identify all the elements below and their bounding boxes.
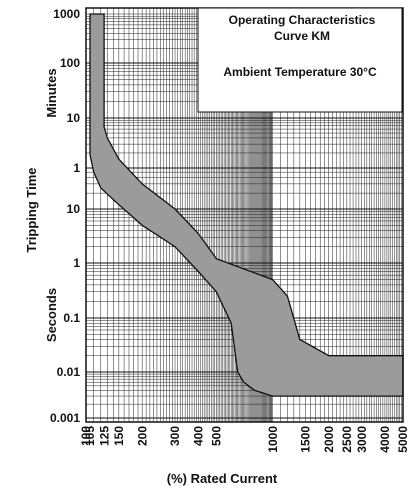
x-tick-label: 500: [210, 426, 224, 446]
x-axis-title: (%) Rated Current: [167, 471, 278, 486]
chart-title-line1: Operating Characteristics: [229, 13, 376, 27]
x-tick-label: 2500: [340, 426, 354, 453]
x-tick-label: 100: [79, 426, 93, 446]
y-tick-label-minutes: 100: [60, 56, 80, 70]
y-tick-label-minutes: 10: [67, 111, 81, 125]
chart-title-line2: Curve KM: [274, 29, 330, 43]
x-tick-label: 105: [83, 426, 97, 446]
x-tick-label: 300: [168, 426, 182, 446]
x-tick-label: 400: [191, 426, 205, 446]
y-unit-minutes: Minutes: [44, 68, 59, 117]
y-tick-label-seconds: 0.01: [57, 365, 81, 379]
legend-box: Operating Characteristics Curve KM Ambie…: [197, 7, 403, 113]
y-tick-label-minutes: 1: [73, 161, 80, 175]
y-tick-label-seconds: 0.1: [63, 311, 80, 325]
x-tick-label: 4000: [378, 426, 392, 453]
x-tick-label: 2000: [322, 426, 336, 453]
chart-subtitle: Ambient Temperature 30°C: [223, 65, 377, 79]
y-unit-seconds: Seconds: [44, 288, 59, 342]
x-tick-label: 5000: [396, 426, 410, 453]
y-tick-label-seconds: 10: [67, 202, 81, 216]
tripping-time-band: [89, 13, 404, 397]
y-tick-label-seconds: 0.001: [50, 411, 80, 425]
y-axis-title: Tripping Time: [24, 168, 39, 253]
x-tick-label: 1000: [266, 426, 280, 453]
x-tick-label: 3000: [355, 426, 369, 453]
y-tick-labels: 1000 100 10 1 10 1 0.1 0.01 0.001: [50, 7, 80, 425]
x-tick-label: 1500: [299, 426, 313, 453]
y-tick-label-seconds: 1: [73, 256, 80, 270]
y-tick-label-minutes: 1000: [53, 7, 80, 21]
x-tick-label: 150: [112, 426, 126, 446]
x-tick-label: 125: [97, 426, 111, 446]
x-tick-label: 200: [135, 426, 149, 446]
